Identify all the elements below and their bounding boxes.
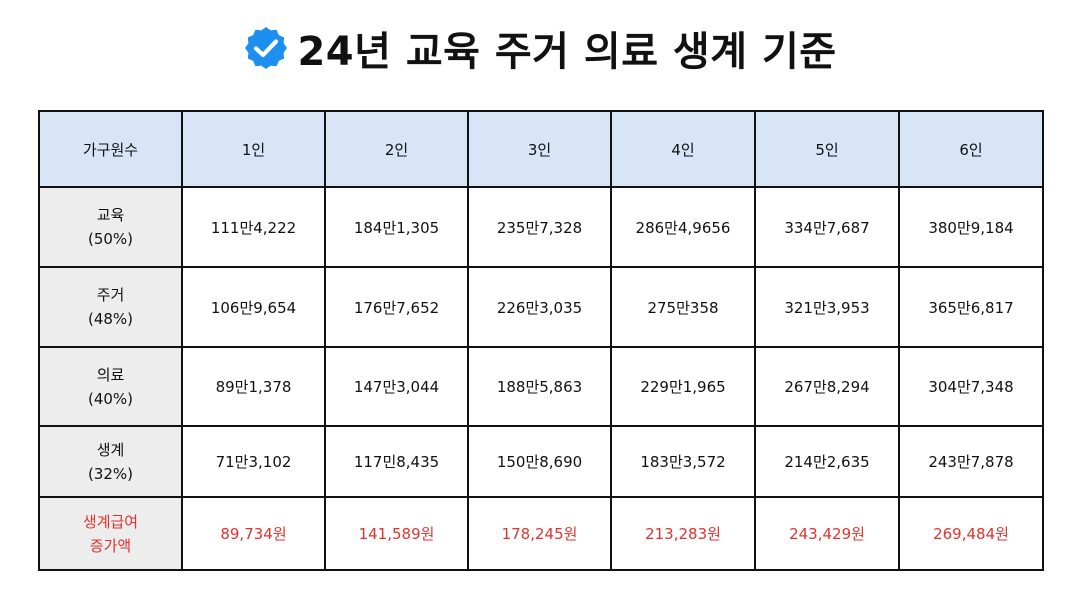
column-header-3-person: 3인 bbox=[467, 110, 612, 188]
table-cell: 147만3,044 bbox=[324, 346, 469, 427]
row-label-housing: 주거 (48%) bbox=[38, 266, 183, 348]
column-header-5-person: 5인 bbox=[754, 110, 900, 188]
table-cell: 235만7,328 bbox=[467, 186, 612, 268]
table-cell: 334만7,687 bbox=[754, 186, 900, 268]
page-title: 24년 교육 주거 의료 생계 기준 bbox=[297, 29, 837, 75]
table-cell: 226만3,035 bbox=[467, 266, 612, 348]
row-label-name: 주거 bbox=[96, 286, 125, 304]
table-cell-increase: 269,484원 bbox=[898, 496, 1044, 571]
table-cell: 365만6,817 bbox=[898, 266, 1044, 348]
row-label-medical: 의료 (40%) bbox=[38, 346, 183, 427]
table-cell: 214만2,635 bbox=[754, 425, 900, 498]
column-header-4-person: 4인 bbox=[610, 110, 756, 188]
row-label-percent: (48%) bbox=[87, 310, 134, 328]
row-label-percent: (40%) bbox=[87, 389, 134, 408]
table-cell: 304만7,348 bbox=[898, 346, 1044, 427]
column-header-1-person: 1인 bbox=[181, 110, 326, 188]
row-label-name: 생계 bbox=[96, 440, 125, 459]
table-cell: 275만358 bbox=[610, 266, 756, 348]
table-cell: 380만9,184 bbox=[898, 186, 1044, 268]
table-row-medical: 의료 (40%) 89만1,378 147만3,044 188만5,863 22… bbox=[38, 346, 1044, 427]
table-cell: 71만3,102 bbox=[181, 425, 326, 498]
row-label-name: 교육 bbox=[96, 206, 125, 224]
table-cell: 183만3,572 bbox=[610, 425, 756, 498]
table-cell-increase: 89,734원 bbox=[181, 496, 326, 571]
corner-header: 가구원수 bbox=[38, 110, 183, 188]
table-cell-increase: 178,245원 bbox=[467, 496, 612, 571]
table-cell: 229만1,965 bbox=[610, 346, 756, 427]
table-row-livelihood-increase: 생계급여 증가액 89,734원 141,589원 178,245원 213,2… bbox=[38, 496, 1044, 571]
row-label-education: 교육 (50%) bbox=[38, 186, 183, 268]
table-cell: 176만7,652 bbox=[324, 266, 469, 348]
header-row: 가구원수 1인 2인 3인 4인 5인 6인 bbox=[38, 110, 1044, 188]
table-cell: 150만8,690 bbox=[467, 425, 612, 498]
table-row-livelihood: 생계 (32%) 71만3,102 117민8,435 150만8,690 18… bbox=[38, 425, 1044, 498]
table-cell: 188만5,863 bbox=[467, 346, 612, 427]
table-cell: 184만1,305 bbox=[324, 186, 469, 268]
table-cell: 243만7,878 bbox=[898, 425, 1044, 498]
column-header-6-person: 6인 bbox=[898, 110, 1044, 188]
row-label-percent: (32%) bbox=[87, 464, 134, 483]
row-label-percent: (50%) bbox=[87, 230, 134, 248]
table-cell: 321만3,953 bbox=[754, 266, 900, 348]
column-header-2-person: 2인 bbox=[324, 110, 469, 188]
table-cell-increase: 141,589원 bbox=[324, 496, 469, 571]
verified-check-badge-icon bbox=[243, 25, 289, 71]
table-cell-increase: 213,283원 bbox=[610, 496, 756, 571]
table-cell-increase: 243,429원 bbox=[754, 496, 900, 571]
row-label-name: 생계급여 bbox=[82, 512, 139, 531]
table-cell: 117민8,435 bbox=[324, 425, 469, 498]
table-cell: 111만4,222 bbox=[181, 186, 326, 268]
table-row-housing: 주거 (48%) 106만9,654 176만7,652 226만3,035 2… bbox=[38, 266, 1044, 348]
row-label-livelihood: 생계 (32%) bbox=[38, 425, 183, 498]
row-label-name: 의료 bbox=[96, 365, 125, 384]
benefit-standard-table: 가구원수 1인 2인 3인 4인 5인 6인 교육 (50%) 111만4,22… bbox=[38, 110, 1044, 571]
table-cell: 106만9,654 bbox=[181, 266, 326, 348]
table-row-education: 교육 (50%) 111만4,222 184만1,305 235만7,328 2… bbox=[38, 186, 1044, 268]
table-cell: 89만1,378 bbox=[181, 346, 326, 427]
row-label-livelihood-increase: 생계급여 증가액 bbox=[38, 496, 183, 571]
table-cell: 267만8,294 bbox=[754, 346, 900, 427]
row-label-subtitle: 증가액 bbox=[89, 536, 132, 555]
table-cell: 286만4,9656 bbox=[610, 186, 756, 268]
title-row: 24년 교육 주거 의료 생계 기준 bbox=[0, 18, 1080, 78]
